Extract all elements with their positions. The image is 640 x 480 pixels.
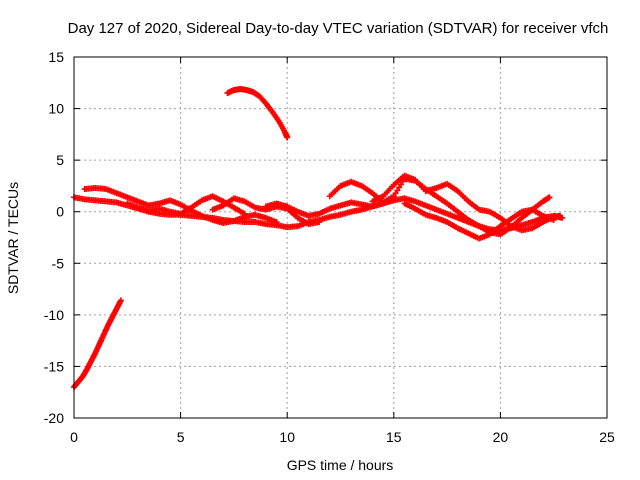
plot-frame <box>73 56 608 419</box>
series-track-b <box>71 297 124 391</box>
y-tick-label: -20 <box>44 410 64 426</box>
y-tick-label: 10 <box>48 101 64 117</box>
data-point <box>557 212 564 219</box>
chart-title: Day 127 of 2020, Sidereal Day-to-day VTE… <box>68 20 609 37</box>
data-point <box>273 219 280 226</box>
y-tick-label: -15 <box>44 358 64 374</box>
x-tick-label: 15 <box>386 429 402 445</box>
data-point <box>241 210 248 217</box>
y-tick-label: 15 <box>48 49 64 65</box>
x-tick-label: 10 <box>279 429 295 445</box>
y-tick-label: 5 <box>56 152 64 168</box>
y-tick-label: -5 <box>52 255 65 271</box>
y-tick-label: 0 <box>56 204 64 220</box>
x-tick-label: 0 <box>70 429 78 445</box>
x-axis-label: GPS time / hours <box>287 457 394 473</box>
series-track-g <box>262 196 397 219</box>
x-tick-label: 5 <box>177 429 185 445</box>
x-tick-label: 25 <box>599 429 615 445</box>
series-track-e <box>124 193 248 217</box>
data-point <box>546 194 553 201</box>
data-point <box>117 297 124 304</box>
data-point <box>316 219 323 226</box>
series-track-j <box>401 200 557 242</box>
data-point <box>284 134 291 141</box>
series-track-f <box>209 195 323 228</box>
series-track-a <box>224 85 291 141</box>
data-marks <box>71 85 566 391</box>
x-tick-label: 20 <box>493 429 509 445</box>
y-tick-label: -10 <box>44 307 64 323</box>
series-track-i <box>369 172 564 234</box>
y-axis-label: SDTVAR / TECUs <box>5 182 21 294</box>
grid-lines <box>74 57 607 418</box>
axis-ticks: 0 5 10 15 20 25 -20 -15 -10 -5 0 5 10 15 <box>44 49 615 445</box>
data-point <box>550 216 557 223</box>
